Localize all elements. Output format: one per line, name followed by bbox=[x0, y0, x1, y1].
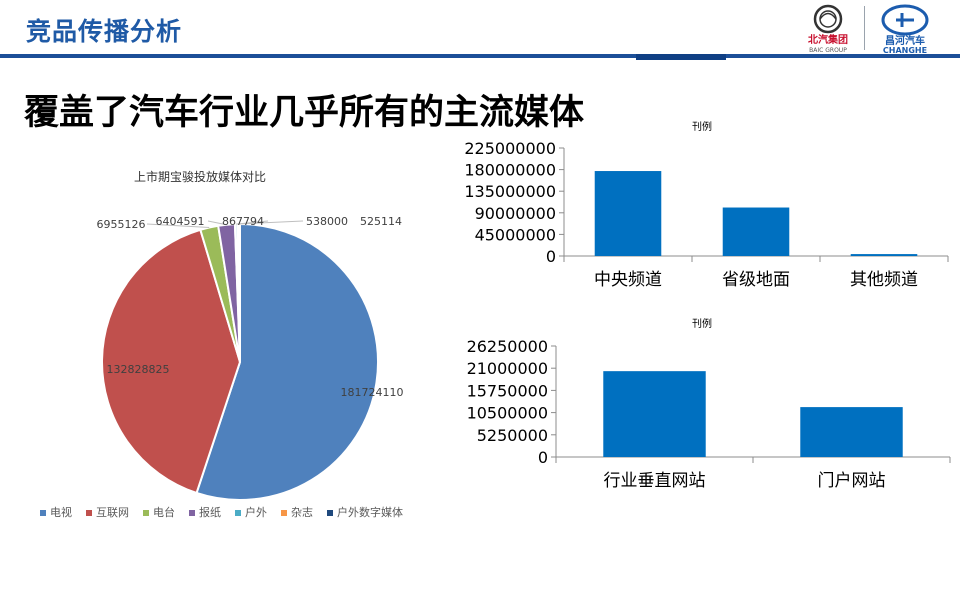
bar-chart-tv-title: 刊例 bbox=[692, 120, 712, 133]
legend-label: 电视 bbox=[50, 505, 72, 519]
page-header-title: 竞品传播分析 bbox=[26, 17, 183, 46]
legend-label: 杂志 bbox=[291, 506, 313, 519]
y-tick-label: 0 bbox=[546, 247, 556, 266]
y-tick-label: 26250000 bbox=[467, 337, 548, 356]
x-category-label: 中央频道 bbox=[594, 270, 662, 290]
pie-data-label: 525114 bbox=[360, 215, 402, 228]
bar-chart-web: 刊例 0 5250000 10500000 15750000 21000000 26250… bbox=[467, 317, 951, 491]
pie-slice-1 bbox=[195, 222, 379, 501]
legend-label: 报纸 bbox=[199, 505, 221, 519]
header-divider-accent bbox=[636, 54, 726, 60]
legend-label: 户外数字媒体 bbox=[337, 505, 403, 519]
legend-swatch bbox=[143, 510, 149, 516]
legend-swatch bbox=[189, 510, 195, 516]
y-tick-label: 90000000 bbox=[475, 204, 556, 223]
pie-leader-line bbox=[146, 223, 210, 228]
x-category-label: 门户网站 bbox=[818, 471, 886, 491]
bar bbox=[800, 407, 903, 457]
pie-data-label: 132828825 bbox=[107, 363, 170, 376]
pie-chart: 上市期宝骏投放媒体对比 181724110 132828825 6955126 640… bbox=[40, 169, 404, 519]
pie-data-label: 6404591 bbox=[156, 215, 205, 228]
legend-swatch bbox=[40, 510, 46, 516]
bar bbox=[594, 171, 662, 256]
baic-logo: 北汽集团 BAIC GROUP bbox=[808, 4, 848, 54]
legend-label: 电台 bbox=[153, 505, 175, 519]
changhe-logo: 昌河汽车 CHANGHE bbox=[881, 4, 929, 54]
bar bbox=[722, 207, 790, 256]
y-tick-label: 180000000 bbox=[464, 161, 556, 180]
pie-slice-2 bbox=[101, 228, 242, 495]
y-tick-label: 135000000 bbox=[464, 182, 556, 201]
x-category-label: 省级地面 bbox=[722, 270, 790, 290]
pie-data-label: 181724110 bbox=[341, 386, 404, 399]
main-heading: 覆盖了汽车行业几乎所有的主流媒体 bbox=[24, 93, 585, 133]
bar bbox=[850, 254, 918, 256]
pie-chart-title: 上市期宝骏投放媒体对比 bbox=[134, 169, 266, 184]
pie-data-label: 6955126 bbox=[97, 218, 146, 231]
svg-text:BAIC GROUP: BAIC GROUP bbox=[809, 47, 847, 54]
logo-divider bbox=[864, 6, 865, 50]
legend-swatch bbox=[281, 510, 287, 516]
pie-leader-line bbox=[237, 220, 304, 225]
header-divider-line bbox=[0, 54, 960, 58]
y-tick-label: 45000000 bbox=[475, 225, 556, 244]
pie-data-label: 538000 bbox=[306, 215, 348, 228]
bar-chart-tv: 刊例 0 45000000 90000000 135000000 180000000 22… bbox=[464, 120, 949, 290]
bar-chart-web-title: 刊例 bbox=[692, 317, 712, 330]
x-category-label: 其他频道 bbox=[850, 270, 918, 290]
y-tick-label: 225000000 bbox=[464, 139, 556, 158]
y-tick-label: 0 bbox=[538, 448, 548, 467]
pie-data-label: 867794 bbox=[222, 215, 264, 228]
svg-text:CHANGHE: CHANGHE bbox=[883, 46, 927, 54]
x-category-label: 行业垂直网站 bbox=[604, 471, 706, 491]
y-tick-label: 10500000 bbox=[467, 404, 548, 423]
svg-text:北汽集团: 北汽集团 bbox=[808, 33, 848, 46]
legend-label: 互联网 bbox=[96, 506, 129, 519]
y-tick-label: 15750000 bbox=[467, 381, 548, 400]
svg-text:昌河汽车: 昌河汽车 bbox=[885, 34, 925, 47]
y-tick-label: 5250000 bbox=[477, 426, 548, 445]
legend-swatch bbox=[235, 510, 241, 516]
pie-slice-7 bbox=[237, 222, 241, 363]
pie-leader-line bbox=[207, 220, 227, 226]
legend-swatch bbox=[327, 510, 333, 516]
bar bbox=[603, 371, 706, 457]
y-tick-label: 21000000 bbox=[467, 359, 548, 378]
legend-swatch bbox=[86, 510, 92, 516]
legend-label: 户外 bbox=[245, 505, 267, 519]
